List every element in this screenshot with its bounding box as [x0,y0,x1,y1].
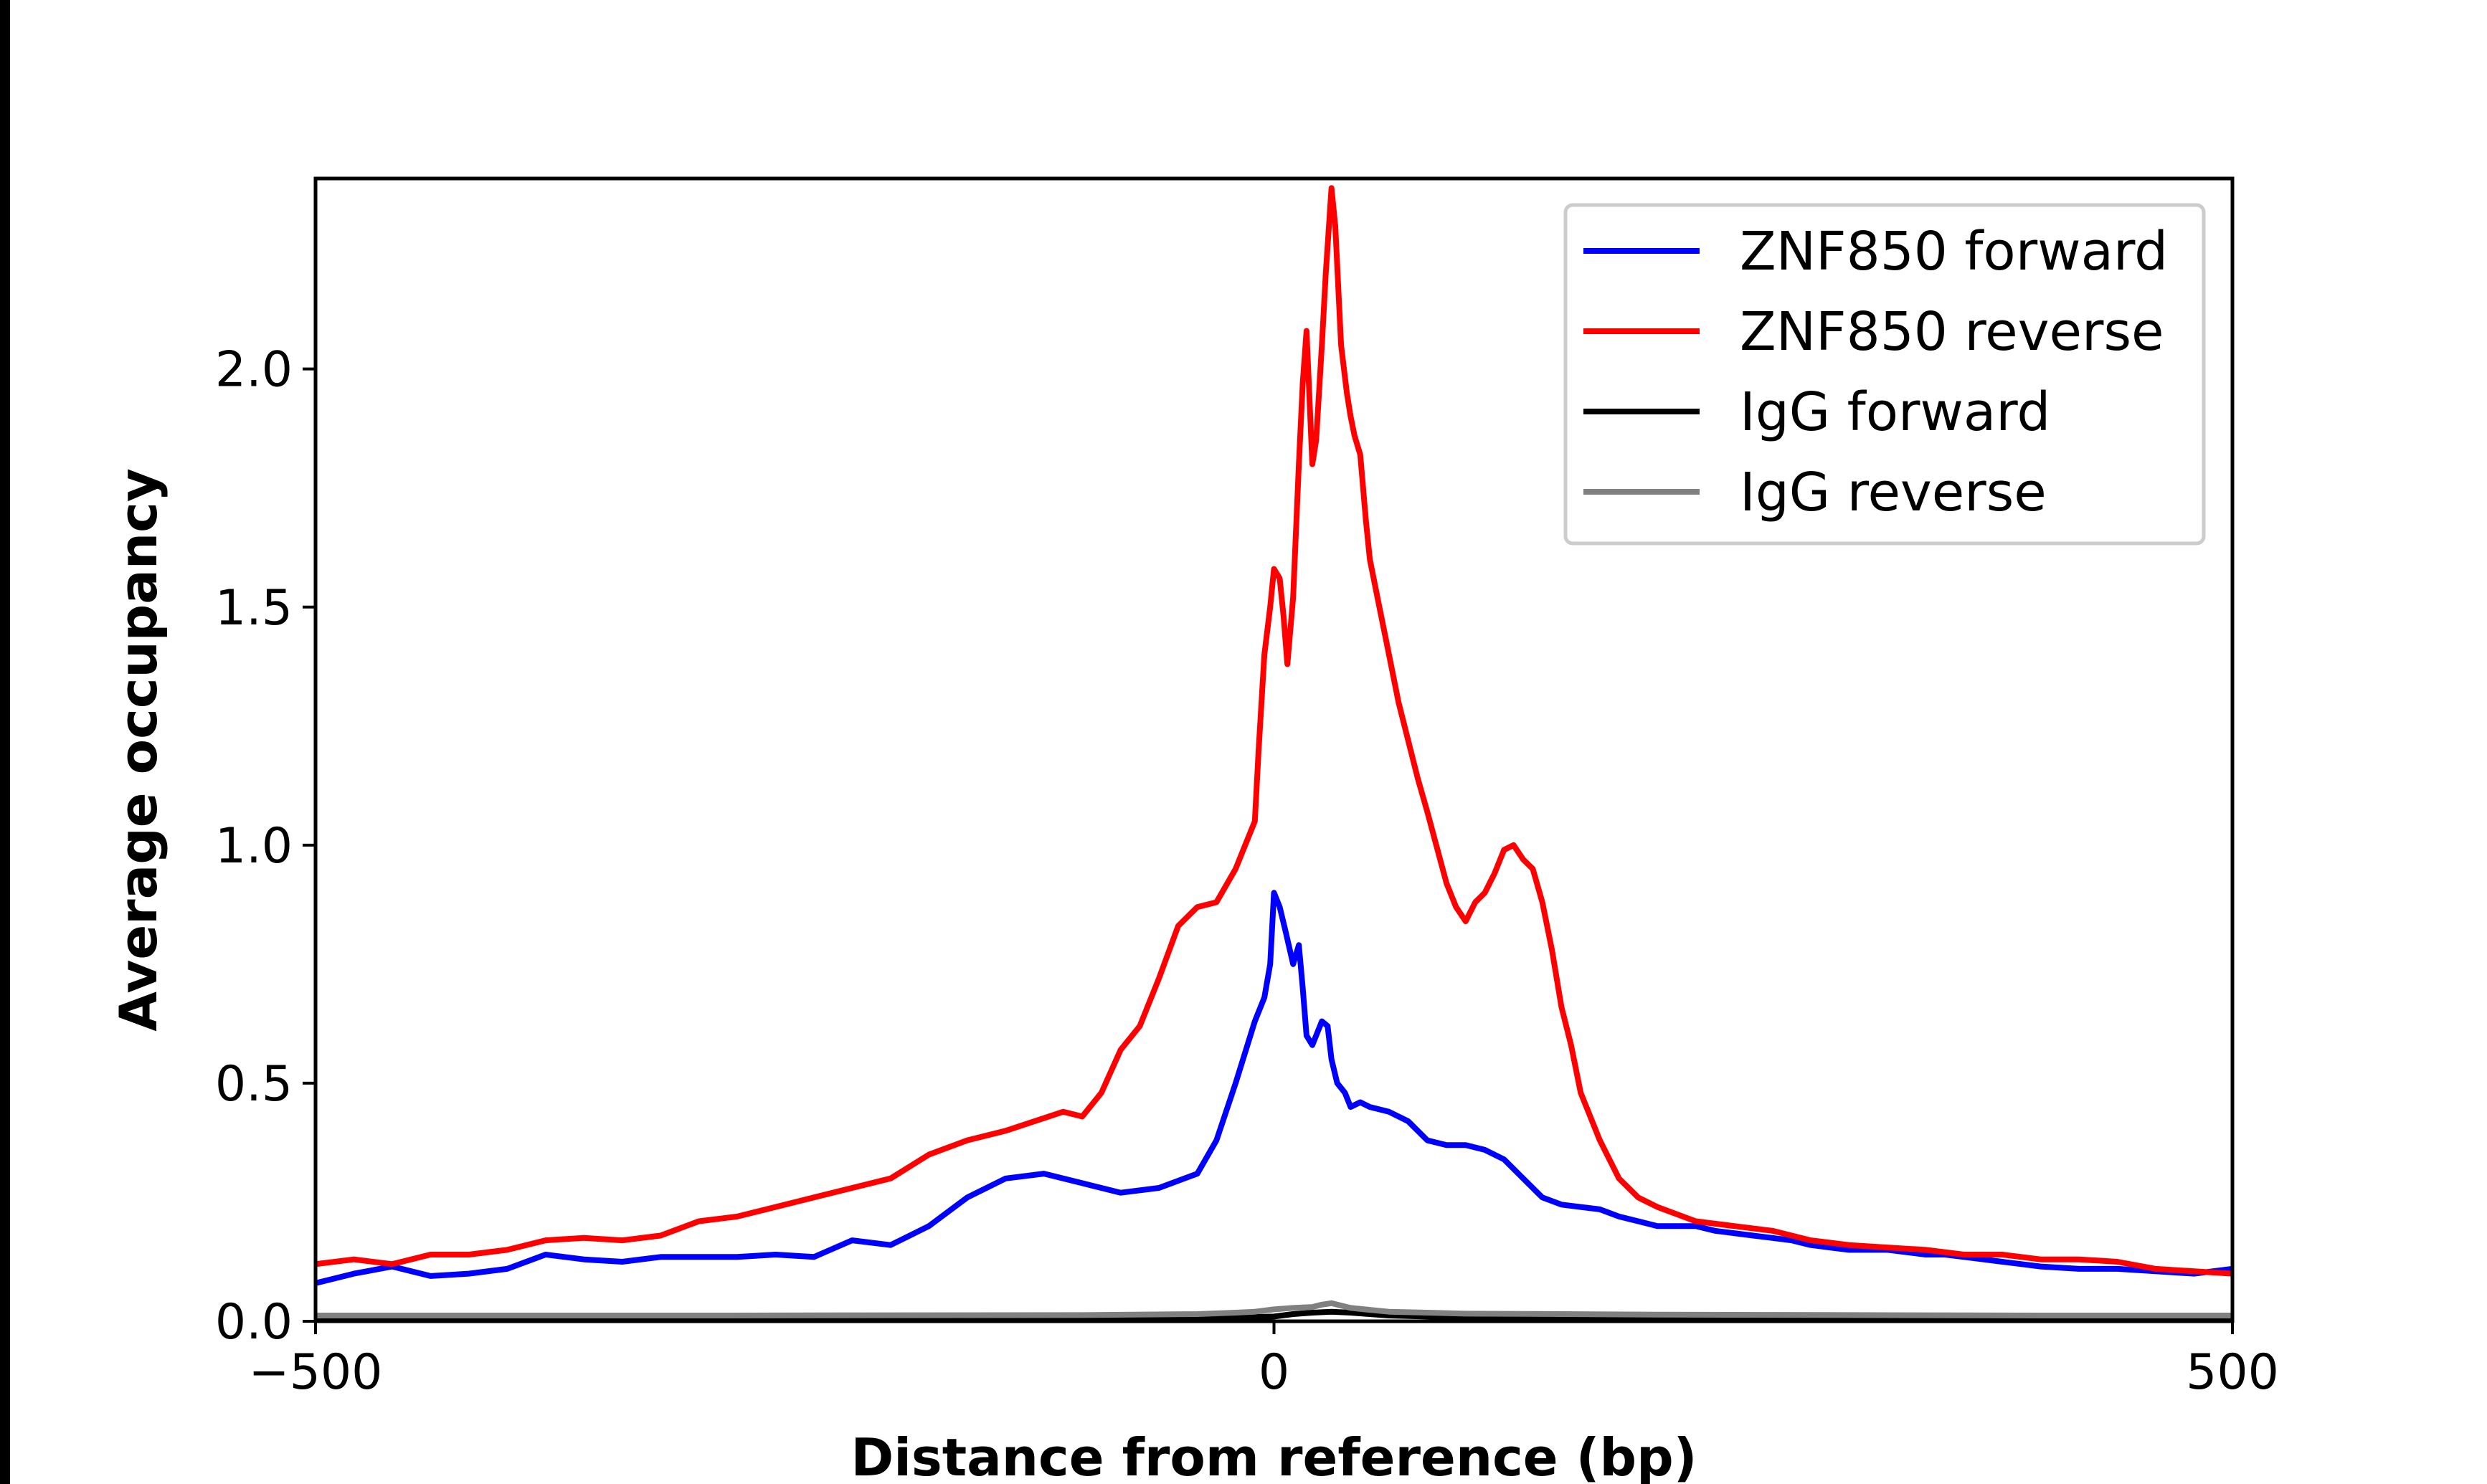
y-tick-label: 2.0 [215,342,293,399]
y-tick-label: 1.0 [215,818,293,875]
y-tick-label: 0.5 [215,1056,293,1113]
y-tick-label: 1.5 [215,580,293,637]
legend-box [1563,203,2206,546]
legend-label: ZNF850 reverse [1740,301,2164,363]
series-line-igg-forward [316,1308,2232,1321]
y-tick-label: 0.0 [215,1294,293,1351]
series-layer [316,185,2232,1321]
figure-left-border [0,0,10,1484]
y-axis-title: Average occupancy [108,468,169,1032]
series-line-znf850-reverse [316,185,2232,1277]
legend: ZNF850 forward ZNF850 reverse IgG forward I… [1563,203,2206,546]
legend-items: ZNF850 forward ZNF850 reverse IgG forward I… [1583,221,2168,523]
legend-label: ZNF850 forward [1740,221,2168,282]
series-line-igg-reverse [316,1300,2232,1318]
legend-label: IgG forward [1740,381,2050,443]
x-tick-label: 500 [2186,1344,2279,1401]
legend-label: IgG reverse [1740,462,2047,523]
x-tick-label: 0 [1259,1344,1289,1401]
x-axis-title: Distance from reference (bp) [851,1427,1697,1484]
x-tick-label: −500 [249,1344,383,1401]
x-axis: −500 0 500 [249,1321,2279,1401]
series-line-znf850-forward [316,890,2232,1286]
y-axis: 0.0 0.5 1.0 1.5 2.0 [215,342,316,1351]
